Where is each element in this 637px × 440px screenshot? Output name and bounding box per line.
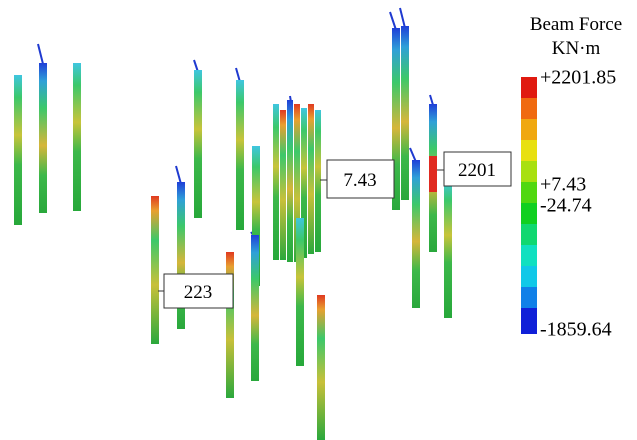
- legend-label: +7.43: [540, 174, 586, 196]
- legend-label: -1859.64: [540, 319, 612, 341]
- legend-label: -24.74: [540, 195, 592, 217]
- piles: [38, 8, 433, 238]
- colorbar: [521, 77, 537, 334]
- callout: 223: [184, 282, 213, 303]
- scene: Beam Force KN·m +2201.85 +7.43 -24.74 -1…: [0, 0, 637, 440]
- legend-title: Beam Force: [530, 14, 622, 35]
- callout: 2201: [458, 160, 496, 181]
- pile-shafts: [14, 26, 452, 440]
- legend-unit: KN·m: [552, 38, 601, 59]
- callout: 7.43: [343, 170, 376, 191]
- callouts: 7.43 2201 223: [158, 152, 511, 308]
- legend-label: +2201.85: [540, 67, 616, 89]
